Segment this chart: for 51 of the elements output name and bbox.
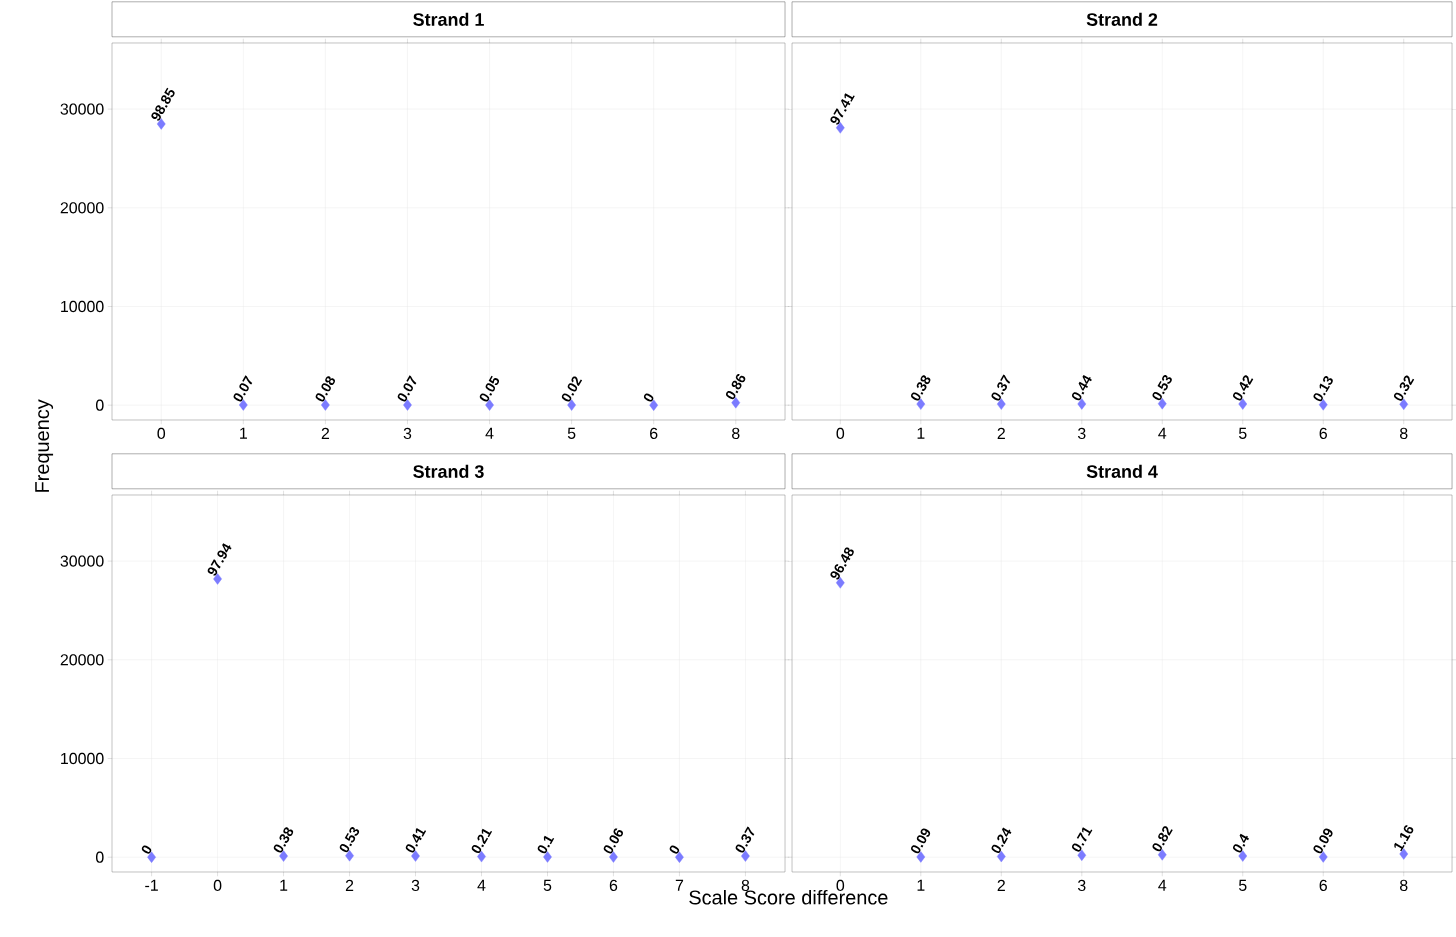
x-tick-label: 1 <box>917 879 925 891</box>
annotation: 0 <box>141 845 152 854</box>
y-axis-title: Frequency <box>35 399 54 492</box>
chart-title: Strand 4 <box>1086 464 1158 478</box>
x-tick-label: 3 <box>1077 427 1086 440</box>
annotation: 0.1 <box>537 835 555 854</box>
annotation: 0.4 <box>1232 833 1249 853</box>
x-tick-label: 3 <box>1077 879 1086 892</box>
y-tick-label: 0 <box>95 399 104 411</box>
x-tick-label: 0 <box>836 879 845 892</box>
x-tick-label: 6 <box>1319 879 1327 892</box>
chart-title: Strand 1 <box>413 12 484 26</box>
x-tick-label: 4 <box>477 879 486 891</box>
x-tick-label: 0 <box>157 427 166 440</box>
x-tick-label: 5 <box>1238 879 1247 891</box>
x-tick-label: -1 <box>145 879 158 891</box>
x-tick-label: 0 <box>836 427 845 440</box>
x-tick-label: 6 <box>609 879 618 892</box>
y-tick-label: 20000 <box>60 202 104 214</box>
x-tick-label: 5 <box>1238 427 1247 439</box>
x-tick-label: 6 <box>650 427 658 440</box>
y-tick-label: 20000 <box>60 654 104 666</box>
x-tick-label: 5 <box>543 879 552 891</box>
x-tick-label: 4 <box>1158 427 1167 439</box>
x-tick-label: 7 <box>675 879 684 891</box>
x-tick-label: 1 <box>917 427 925 439</box>
x-tick-label: 3 <box>411 879 420 892</box>
y-tick-label: 10000 <box>61 300 104 313</box>
y-tick-label: 30000 <box>60 555 104 567</box>
y-tick-label: 10000 <box>61 752 104 765</box>
annotation: 0 <box>669 845 680 854</box>
y-tick-label: 30000 <box>60 103 104 115</box>
x-tick-label: 2 <box>997 879 1005 891</box>
x-tick-label: 0 <box>213 879 222 892</box>
x-tick-label: 2 <box>345 879 354 891</box>
x-tick-label: 6 <box>1319 427 1327 440</box>
x-tick-label: 1 <box>240 427 247 439</box>
x-tick-label: 2 <box>321 427 330 439</box>
x-tick-label: 3 <box>403 427 412 440</box>
x-tick-label: 8 <box>1399 879 1408 892</box>
chart-title: Strand 2 <box>1086 12 1158 26</box>
x-tick-label: 4 <box>485 427 494 439</box>
y-tick-label: 0 <box>95 851 104 863</box>
x-tick-label: 8 <box>732 427 740 440</box>
annotation: 0 <box>643 393 654 402</box>
x-tick-label: 5 <box>567 427 576 439</box>
x-tick-label: 1 <box>280 879 288 891</box>
x-tick-label: 4 <box>1158 879 1167 891</box>
x-tick-label: 8 <box>1399 427 1408 440</box>
chart-title: Strand 3 <box>413 464 484 478</box>
x-tick-label: 2 <box>997 427 1005 439</box>
